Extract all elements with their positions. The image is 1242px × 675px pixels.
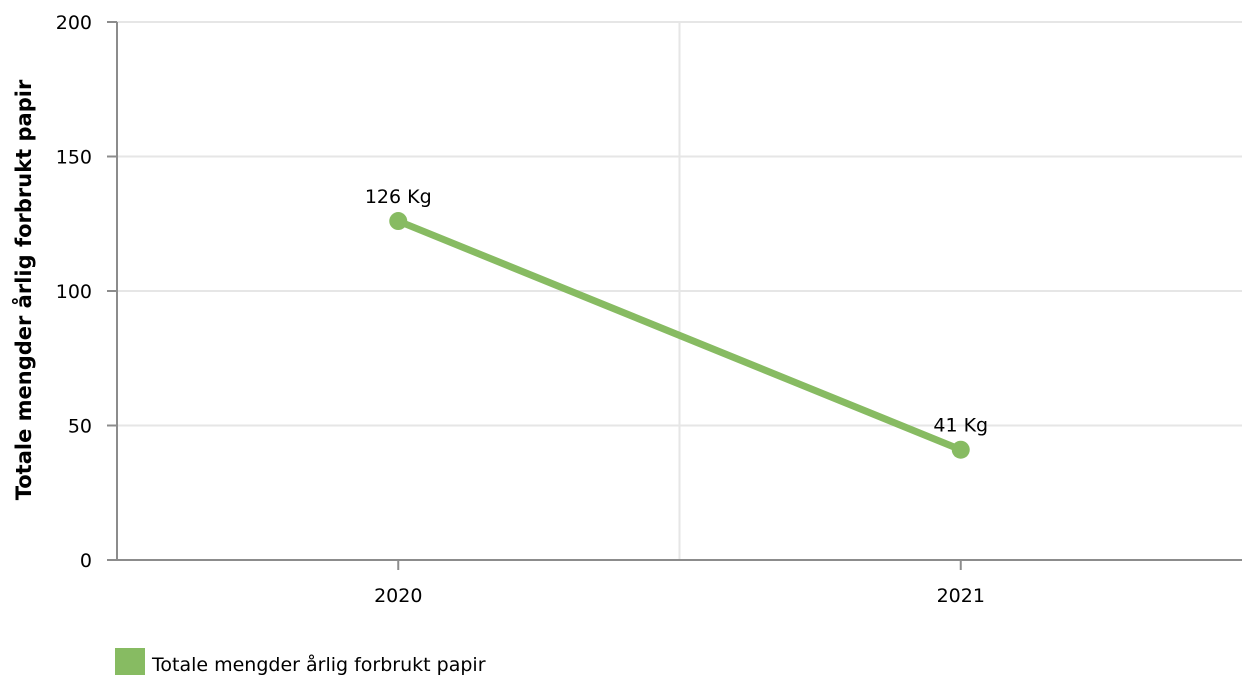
legend-label: Totale mengder årlig forbrukt papir (151, 653, 486, 675)
legend: Totale mengder årlig forbrukt papir (115, 648, 486, 675)
ticks-layer: 0 50 100 150 200 2020 2021 (56, 12, 985, 607)
data-point (951, 440, 970, 459)
grid-layer (117, 21, 1242, 560)
x-tick-label: 2020 (374, 585, 422, 607)
legend-swatch (115, 648, 145, 675)
data-label: 41 Kg (933, 415, 988, 437)
y-tick-label: 50 (68, 416, 92, 438)
data-point (389, 212, 408, 231)
x-tick-label: 2021 (937, 585, 985, 607)
y-tick-label: 150 (56, 147, 92, 169)
y-tick-label: 200 (56, 12, 92, 34)
data-label: 126 Kg (365, 186, 432, 208)
y-axis-title: Totale mengder årlig forbrukt papir (11, 79, 36, 500)
y-tick-label: 100 (56, 281, 92, 303)
series-layer (389, 212, 970, 459)
y-tick-label: 0 (80, 550, 92, 572)
series-line (394, 217, 965, 454)
data-labels-layer: 126 Kg 41 Kg (365, 186, 988, 437)
